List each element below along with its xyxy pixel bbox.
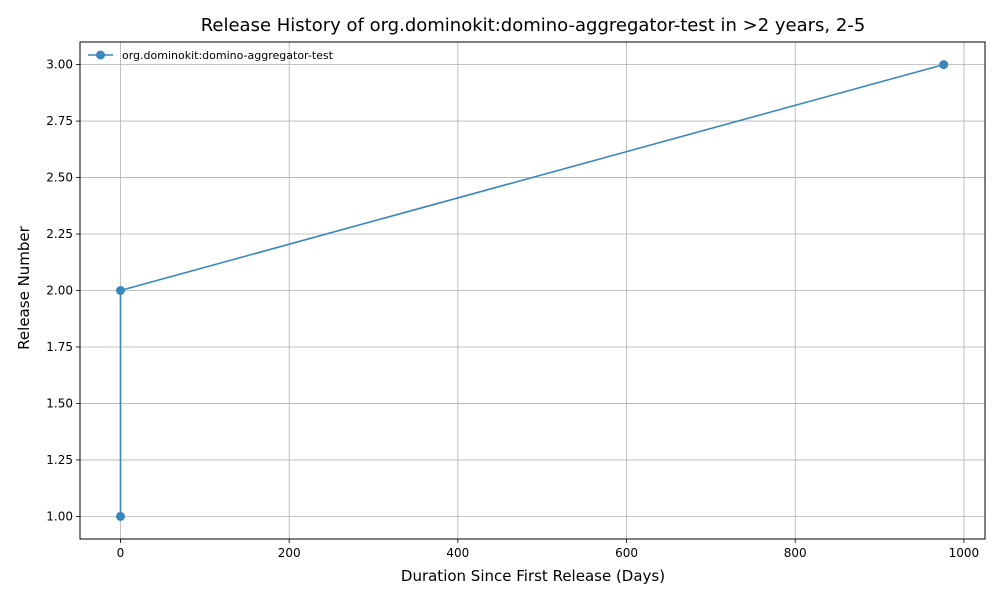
x-tick-label: 400 [446, 546, 469, 560]
y-tick-label: 1.75 [46, 340, 73, 354]
y-tick-label: 1.25 [46, 453, 73, 467]
legend-marker [96, 50, 105, 60]
y-tick-label: 2.50 [46, 171, 73, 185]
data-point [115, 286, 125, 295]
axis-ticks: 0 200 400 600 800 1000 1.00 1.25 1.50 1.75 2.00 2.2… [46, 58, 979, 560]
x-axis-label: Duration Since First Release (Days) [401, 567, 665, 585]
y-axis-label: Release Number [15, 225, 33, 349]
grid-lines [80, 42, 985, 539]
y-tick-label: 2.75 [46, 114, 73, 128]
y-tick-label: 2.25 [46, 227, 73, 241]
y-tick-label: 1.00 [46, 509, 73, 523]
x-tick-label: 800 [784, 546, 807, 560]
chart-title: Release History of org.dominokit:domino-… [201, 15, 866, 36]
x-tick-label: 0 [117, 546, 125, 560]
y-tick-label: 1.50 [46, 396, 73, 410]
x-tick-label: 600 [615, 546, 638, 560]
legend-label: org.dominokit:domino-aggregator-test [122, 49, 334, 62]
y-tick-label: 3.00 [46, 58, 73, 72]
y-tick-label: 2.00 [46, 284, 73, 298]
x-tick-label: 1000 [949, 546, 980, 560]
x-tick-label: 200 [278, 546, 301, 560]
series-layer [115, 60, 949, 521]
plot-frame [79, 41, 986, 540]
data-point [115, 511, 125, 521]
data-point [939, 60, 949, 70]
legend: org.dominokit:domino-aggregator-test [88, 49, 334, 62]
